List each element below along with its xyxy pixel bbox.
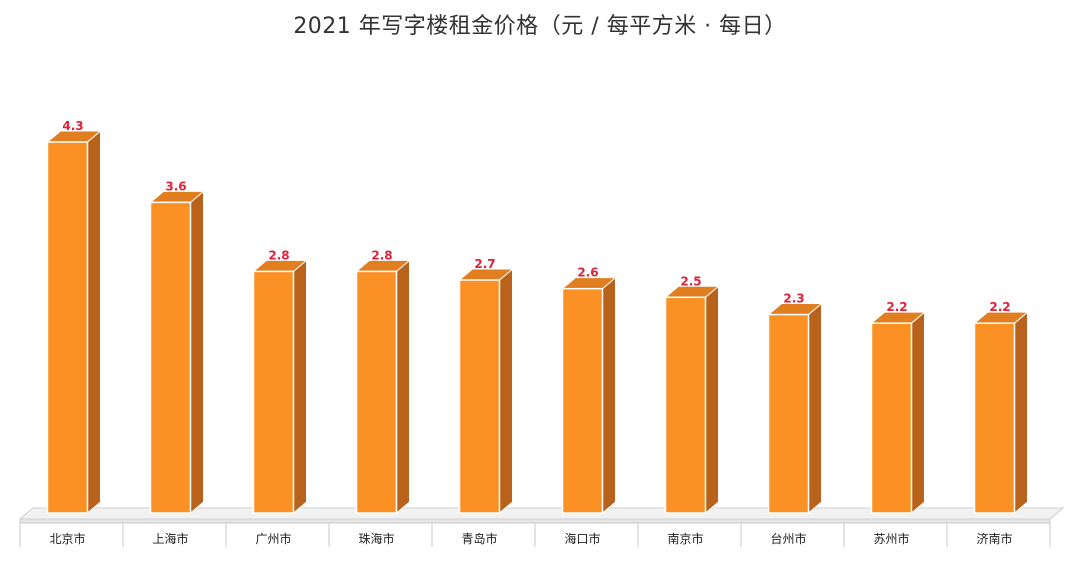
bar bbox=[870, 311, 926, 515]
data-label: 2.5 bbox=[680, 274, 701, 288]
bar bbox=[458, 267, 514, 515]
bar-front-face bbox=[767, 313, 810, 514]
bar-side-face bbox=[1014, 311, 1028, 515]
bar-side-face bbox=[87, 129, 101, 515]
data-label: 2.8 bbox=[371, 248, 392, 262]
category-label: 海口市 bbox=[564, 531, 600, 546]
bar-side-face bbox=[396, 259, 410, 515]
bar-front-face bbox=[46, 141, 89, 514]
chart-floor-front bbox=[19, 518, 1051, 524]
category-label: 台州市 bbox=[770, 531, 806, 546]
bar-front-face bbox=[458, 279, 501, 514]
bar bbox=[767, 302, 823, 515]
bar bbox=[561, 276, 617, 515]
bars-group bbox=[46, 129, 1029, 515]
category-label: 济南市 bbox=[976, 531, 1012, 546]
category-label: 广州市 bbox=[255, 531, 291, 546]
category-label: 南京市 bbox=[667, 531, 703, 546]
bar-side-face bbox=[499, 267, 513, 515]
category-label: 北京市 bbox=[49, 531, 85, 546]
category-label: 上海市 bbox=[152, 531, 188, 546]
data-label: 2.8 bbox=[268, 248, 289, 262]
bar bbox=[973, 311, 1029, 515]
bar-front-face bbox=[561, 287, 604, 514]
bar-front-face bbox=[252, 270, 295, 514]
chart-title: 2021 年写字楼租金价格（元 / 每平方米 · 每日） bbox=[293, 14, 787, 39]
data-label: 2.7 bbox=[474, 257, 495, 271]
data-label: 2.2 bbox=[989, 300, 1010, 314]
data-label: 2.2 bbox=[886, 300, 907, 314]
data-label: 2.6 bbox=[577, 266, 598, 280]
bar-front-face bbox=[149, 201, 192, 514]
bar bbox=[252, 259, 308, 515]
bar-front-face bbox=[355, 270, 398, 514]
bar-side-face bbox=[808, 302, 822, 515]
data-label: 4.3 bbox=[62, 119, 83, 133]
bar-front-face bbox=[973, 322, 1016, 514]
bar-side-face bbox=[602, 276, 616, 515]
data-label: 2.3 bbox=[783, 292, 804, 306]
bar bbox=[355, 259, 411, 515]
bar bbox=[664, 285, 720, 515]
category-axis: 北京市 上海市 广州市 珠海市 青岛市 海口市 南京市 台州市 苏州市 济南市 bbox=[19, 523, 1051, 547]
category-label: 苏州市 bbox=[873, 531, 909, 546]
bar-front-face bbox=[870, 322, 913, 514]
bar-side-face bbox=[705, 285, 719, 515]
value-labels-group: 4.3 3.6 2.8 2.8 2.7 2.6 2.5 2.3 2.2 2.2 bbox=[62, 119, 1010, 314]
bar-side-face bbox=[293, 259, 307, 515]
bar-front-face bbox=[664, 296, 707, 514]
data-label: 3.6 bbox=[165, 179, 186, 193]
bar bbox=[46, 129, 102, 515]
category-label: 珠海市 bbox=[358, 531, 394, 546]
bar-side-face bbox=[911, 311, 925, 515]
category-label: 青岛市 bbox=[461, 531, 497, 546]
bar-side-face bbox=[190, 190, 204, 515]
bar bbox=[149, 190, 205, 515]
